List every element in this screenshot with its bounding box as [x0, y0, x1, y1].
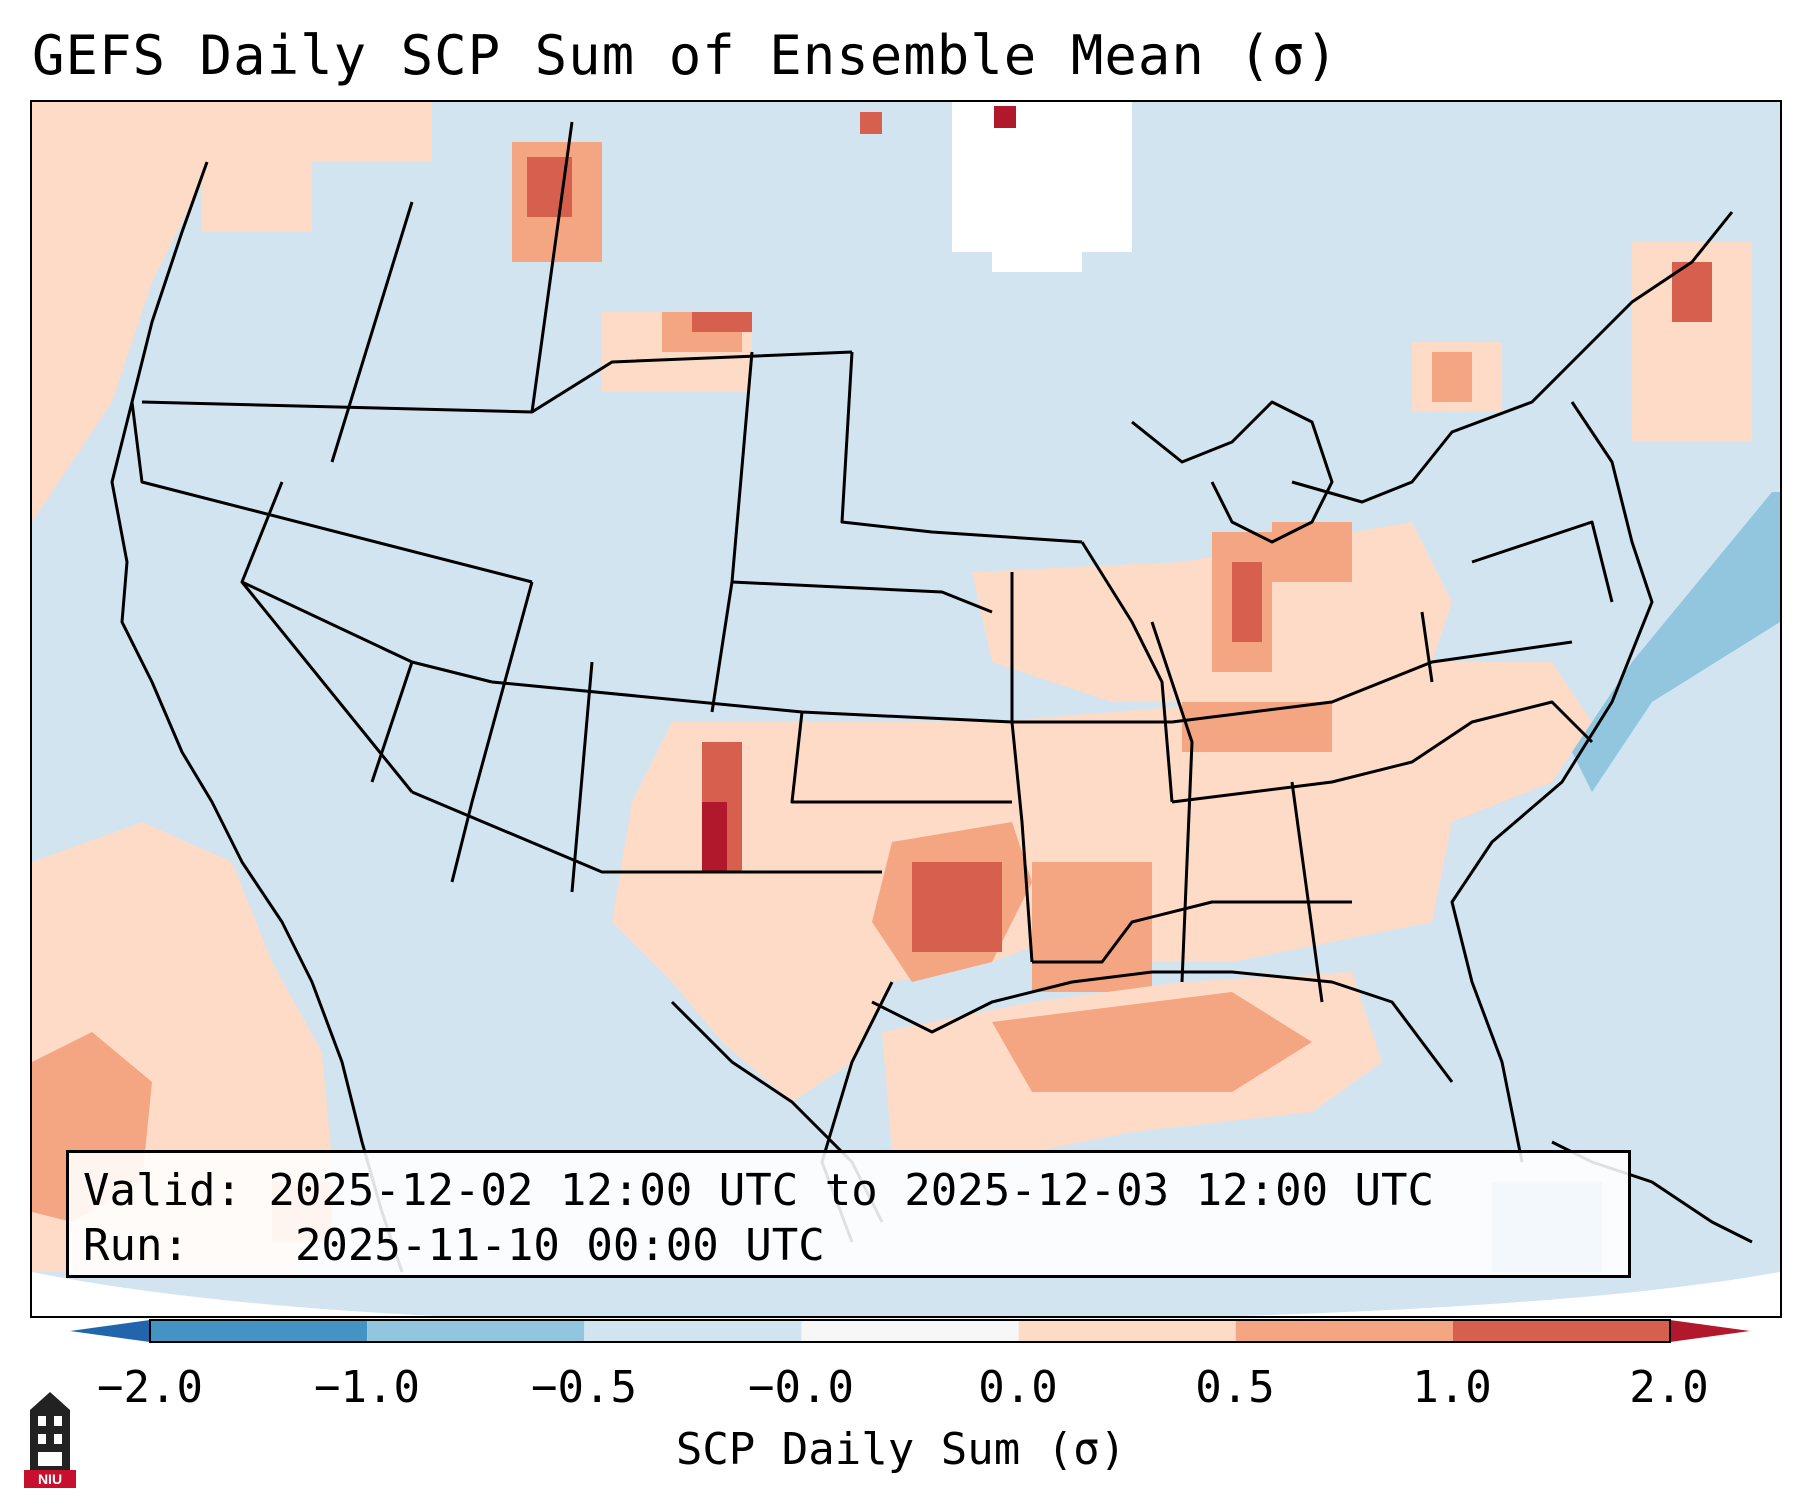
forecast-map [32, 102, 1780, 1316]
run-value: 2025-11-10 00:00 UTC [294, 1220, 825, 1271]
validity-info-box: Valid: 2025-12-02 12:00 UTC to 2025-12-0… [66, 1150, 1631, 1278]
colorbar-segment [1235, 1320, 1453, 1342]
colorbar-over-arrow [1670, 1320, 1750, 1342]
colorbar-segment [801, 1320, 1019, 1342]
colorbar-tick: −0.5 [531, 1362, 637, 1413]
logo-text: NIU [38, 1471, 62, 1487]
colorbar-segment [150, 1320, 368, 1342]
colorbar-segment [584, 1320, 802, 1342]
gulf-coastline [871, 970, 1454, 1083]
colorbar-tick: 0.0 [978, 1362, 1058, 1413]
boundaries [110, 121, 1753, 1273]
valid-value: 2025-12-02 12:00 UTC to 2025-12-03 12:00… [268, 1165, 1435, 1216]
plot-title: GEFS Daily SCP Sum of Ensemble Mean (σ) [32, 24, 1339, 87]
neutral-region [952, 102, 1132, 252]
st-lawrence [1291, 211, 1734, 504]
atlantic-negative [1572, 492, 1780, 792]
pacific-anomaly-north [32, 102, 232, 522]
colorbar-tick: 0.5 [1195, 1362, 1275, 1413]
northern-border [141, 350, 853, 414]
domain-edge [32, 1272, 1780, 1316]
colorbar-tick: −1.0 [314, 1362, 420, 1413]
colorbar-segment [367, 1320, 585, 1342]
colorbar-segment [1018, 1320, 1236, 1342]
west-coastline [110, 161, 404, 1273]
map-panel [30, 100, 1782, 1318]
colorbar-label: SCP Daily Sum (σ) [675, 1424, 1127, 1475]
colorbar-tick: −2.0 [97, 1362, 203, 1413]
run-label: Run: [83, 1220, 189, 1271]
colorbar-under-arrow [70, 1320, 150, 1342]
east-coastline [1450, 401, 1654, 1163]
colorbar-tick: 2.0 [1629, 1362, 1709, 1413]
great-lakes [1131, 400, 1334, 544]
university-tower-icon: NIU [24, 1392, 76, 1488]
colorbar-segment [1452, 1320, 1670, 1342]
colorbar [70, 1319, 1750, 1343]
colorbar-tick: 1.0 [1412, 1362, 1492, 1413]
valid-label: Valid: [83, 1165, 242, 1216]
colorbar-tick: −0.0 [748, 1362, 854, 1413]
